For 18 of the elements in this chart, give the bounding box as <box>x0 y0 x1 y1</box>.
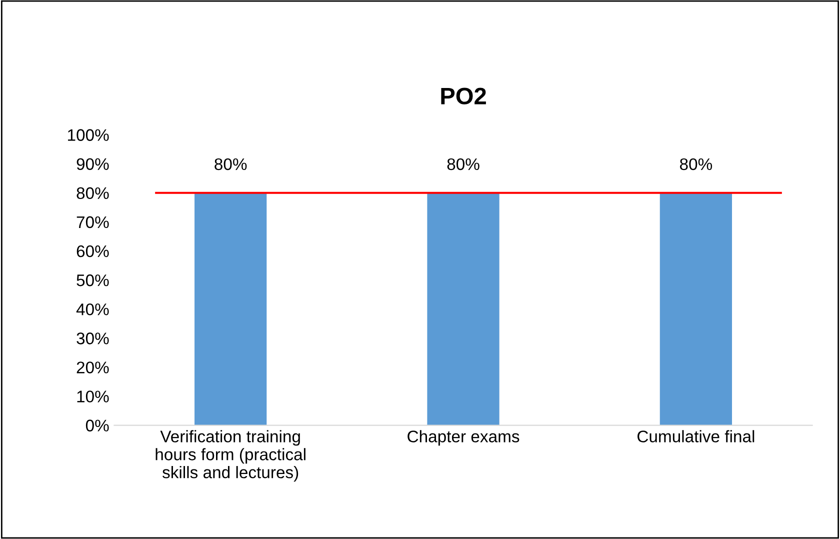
y-tick-label: 20% <box>76 362 109 374</box>
y-tick-label: 50% <box>76 274 109 286</box>
y-tick-label: 0% <box>86 420 109 432</box>
text: 80% <box>447 158 480 170</box>
y-tick-label: 70% <box>76 216 109 228</box>
x-tick-label: Verification training hours form (practical skills and lectures) <box>156 430 306 482</box>
y-tick-label: 10% <box>77 390 109 402</box>
text: 80% <box>214 158 247 170</box>
y-tick-label: 100% <box>68 129 109 141</box>
y-tick-label: 60% <box>76 245 109 258</box>
y-tick-label: 40% <box>76 303 109 316</box>
x-tick-label: Chapter exams <box>408 430 520 446</box>
text: 80% <box>680 158 712 170</box>
y-tick-label: 30% <box>76 332 109 344</box>
x-tick-label: Cumulative final <box>638 430 754 442</box>
chart-title: PO2 <box>441 88 486 104</box>
y-tick-label: 80% <box>76 187 109 200</box>
y-tick-label: 90% <box>76 158 109 170</box>
